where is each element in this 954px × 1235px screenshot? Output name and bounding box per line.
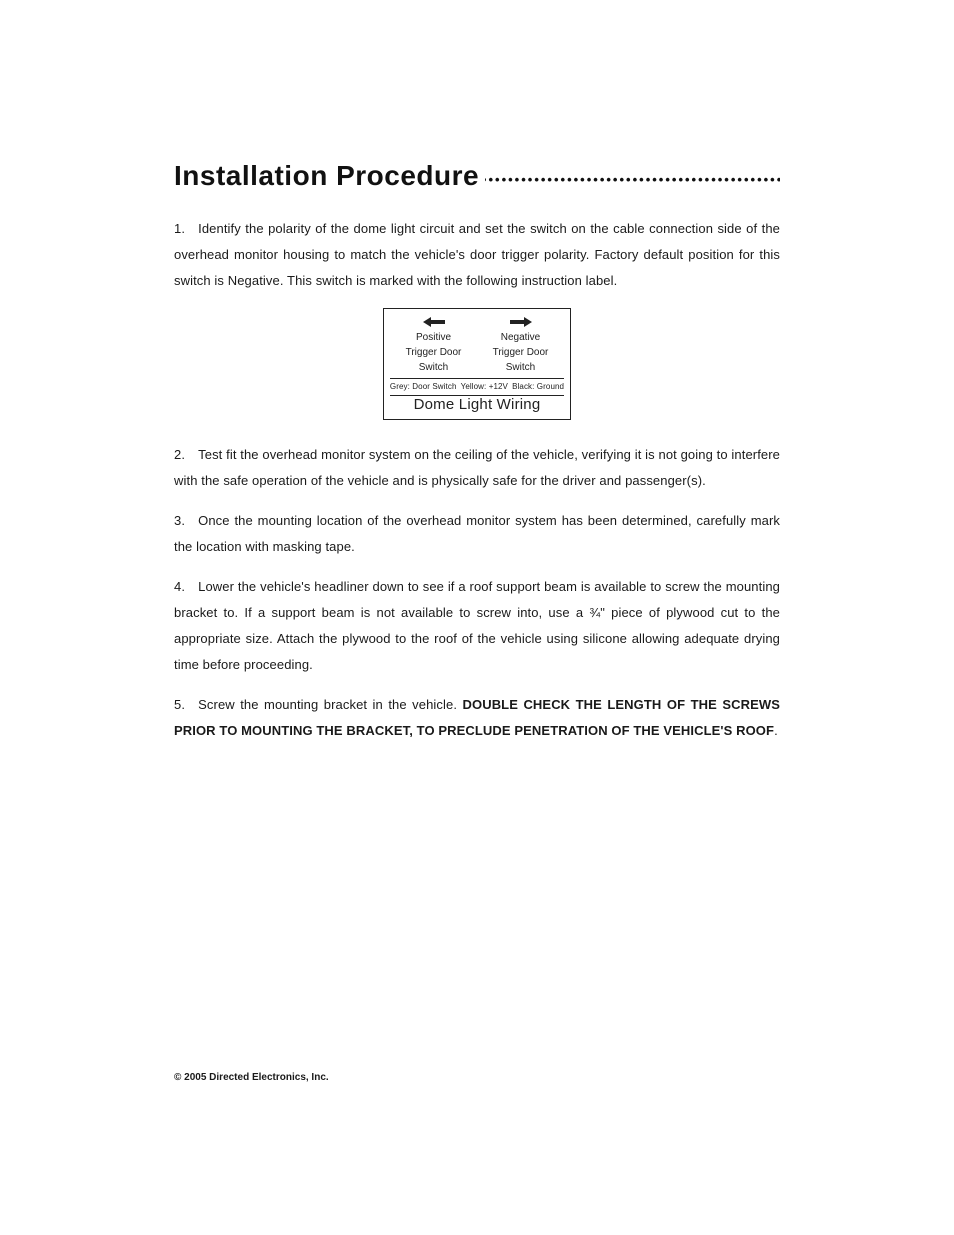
dome-light-label: Positive Trigger Door Switch Negative Tr… (383, 308, 571, 420)
label-col-positive: Positive Trigger Door Switch (390, 315, 477, 374)
label-pos-line3: Switch (390, 361, 477, 374)
label-wire-colors: Grey: Door Switch Yellow: +12V Black: Gr… (384, 379, 570, 395)
step-5-tail: . (774, 723, 778, 738)
step-5: 5. Screw the mounting bracket in the veh… (174, 692, 780, 744)
arrow-left-icon (390, 315, 477, 329)
step-3: 3. Once the mounting location of the ove… (174, 508, 780, 560)
label-pos-line2: Trigger Door (390, 346, 477, 359)
label-pos-line1: Positive (390, 331, 477, 344)
label-neg-line1: Negative (477, 331, 564, 344)
step-4: 4. Lower the vehicle's headliner down to… (174, 574, 780, 678)
heading-text: Installation Procedure (174, 160, 485, 191)
label-neg-line2: Trigger Door (477, 346, 564, 359)
section-heading: ••••••••••••••••••••••••••••••••••••••••… (174, 160, 780, 192)
label-col-negative: Negative Trigger Door Switch (477, 315, 564, 374)
arrow-right-icon (477, 315, 564, 329)
label-title: Dome Light Wiring (384, 396, 570, 419)
page: ••••••••••••••••••••••••••••••••••••••••… (0, 0, 954, 1235)
step-5-lead: 5. Screw the mounting bracket in the veh… (174, 697, 463, 712)
copyright-footer: © 2005 Directed Electronics, Inc. (174, 1072, 329, 1083)
label-top-row: Positive Trigger Door Switch Negative Tr… (384, 309, 570, 378)
step-1: 1. Identify the polarity of the dome lig… (174, 216, 780, 294)
label-neg-line3: Switch (477, 361, 564, 374)
step-2: 2. Test fit the overhead monitor system … (174, 442, 780, 494)
